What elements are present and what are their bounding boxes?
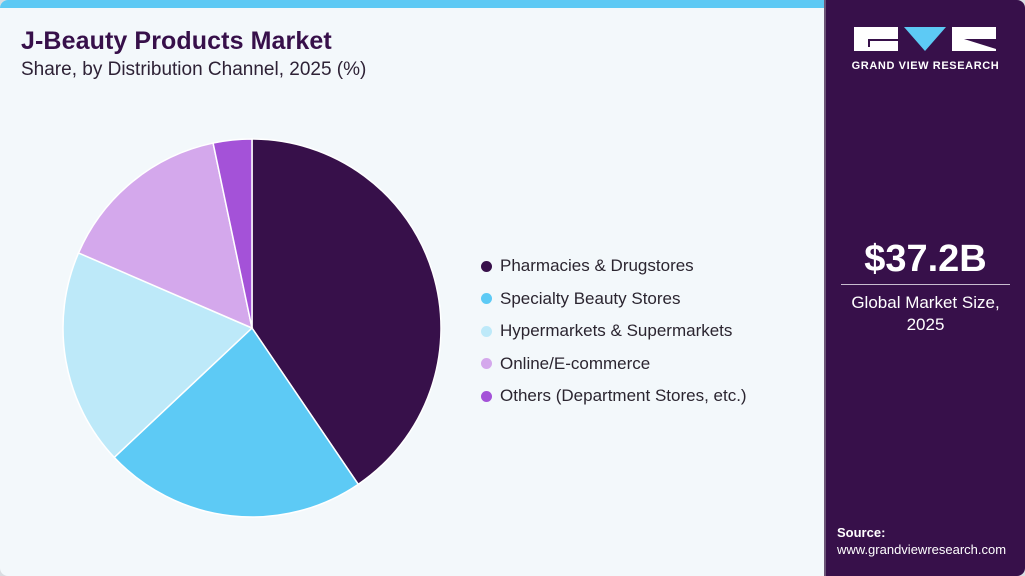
legend-dot-icon <box>481 358 492 370</box>
accent-bar <box>0 0 824 8</box>
market-size-label: Global Market Size, 2025 <box>826 292 1025 336</box>
pie-slice-specialty-stores <box>113 326 360 518</box>
market-size-label-line1: Global Market Size, <box>851 293 1000 312</box>
source-title: Source: <box>837 525 886 540</box>
pie-slice-others <box>212 138 253 329</box>
legend-item-hypermarkets: Hypermarkets & Supermarkets <box>481 315 747 348</box>
sidebar-panel: GRAND VIEW RESEARCH $37.2B Global Market… <box>824 0 1025 576</box>
pie-slice-online <box>77 142 254 330</box>
legend-label: Pharmacies & Drugstores <box>500 256 694 276</box>
legend-item-specialty-stores: Specialty Beauty Stores <box>481 283 747 316</box>
legend-item-pharmacies: Pharmacies & Drugstores <box>481 250 747 283</box>
legend-item-others: Others (Department Stores, etc.) <box>481 380 747 413</box>
pie-slice-pharmacies <box>251 138 442 486</box>
chart-title: J-Beauty Products Market <box>21 27 332 55</box>
legend-label: Others (Department Stores, etc.) <box>500 386 747 406</box>
chart-legend: Pharmacies & Drugstores Specialty Beauty… <box>481 250 747 413</box>
pie-slice-hypermarkets <box>62 251 254 459</box>
brand-name: GRAND VIEW RESEARCH <box>851 60 1000 72</box>
source-link[interactable]: www.grandviewresearch.com <box>837 542 1007 557</box>
chart-subtitle: Share, by Distribution Channel, 2025 (%) <box>21 59 367 80</box>
legend-label: Online/E-commerce <box>500 353 651 373</box>
legend-dot-icon <box>481 293 492 305</box>
legend-dot-icon <box>481 260 492 272</box>
legend-dot-icon <box>481 390 492 402</box>
legend-label: Specialty Beauty Stores <box>500 288 681 308</box>
pie-chart <box>62 138 442 518</box>
legend-dot-icon <box>481 325 492 337</box>
divider <box>841 284 1010 285</box>
market-size-label-year: 2025 <box>906 315 945 334</box>
legend-item-online: Online/E-commerce <box>481 348 747 381</box>
grand-view-research-logo-icon <box>854 27 996 51</box>
market-size-value: $37.2B <box>864 238 987 280</box>
legend-label: Hypermarkets & Supermarkets <box>500 321 733 341</box>
